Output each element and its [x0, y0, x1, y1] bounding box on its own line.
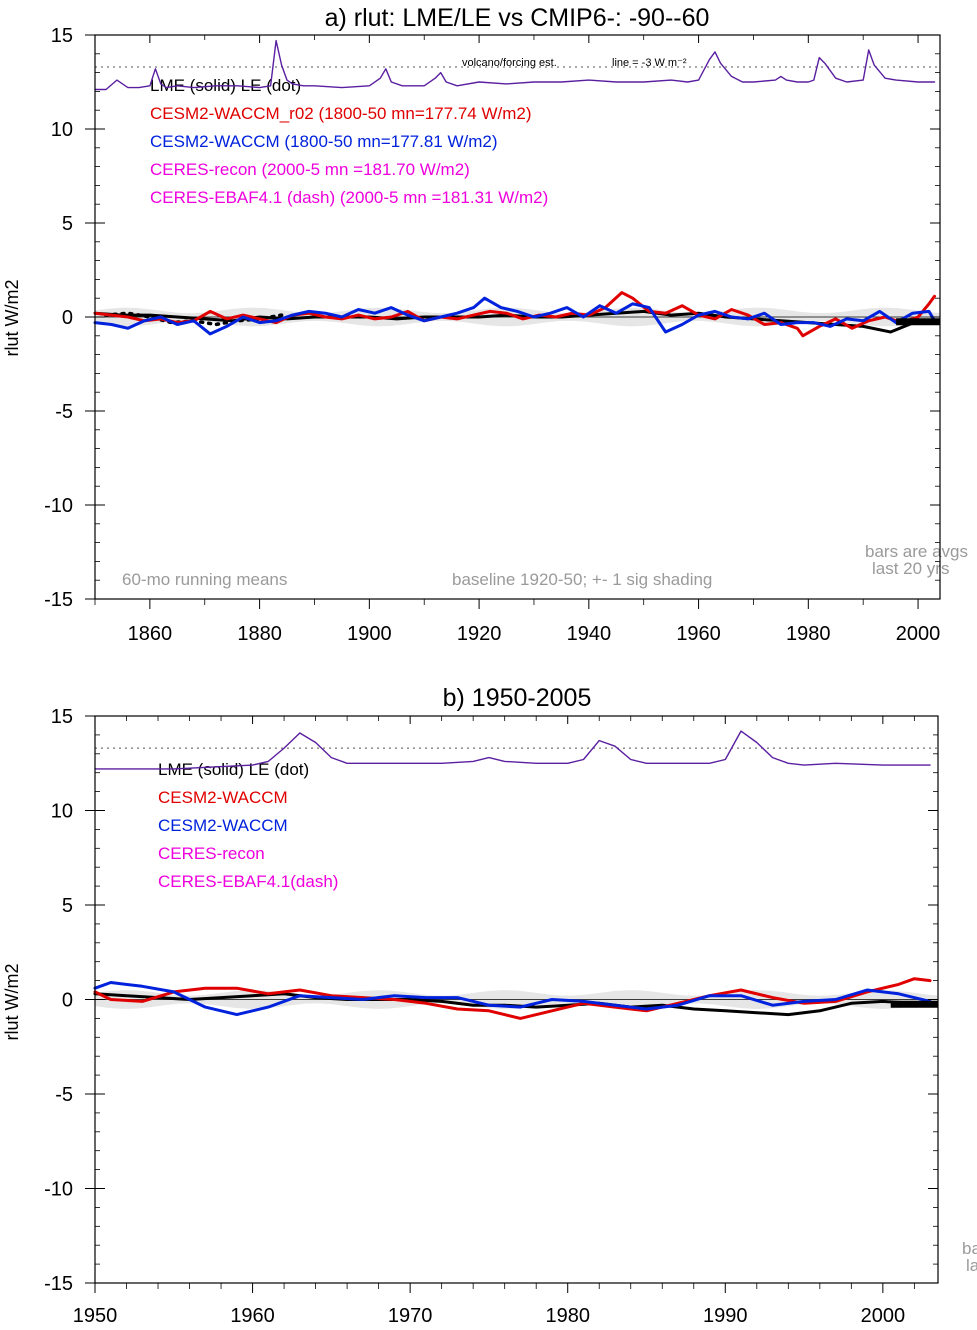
legend-item: CERES-recon	[158, 844, 265, 863]
legend-item: CESM2-WACCM	[158, 816, 288, 835]
x-tick-label: 1970	[388, 1305, 433, 1325]
y-tick-label: -10	[44, 495, 73, 517]
x-tick-label: 2000	[861, 1305, 906, 1325]
panel-b: b) 1950-2005 rlut W/m2 ba la LME (solid)…	[2, 684, 977, 1327]
x-tick-label: 1980	[786, 623, 831, 645]
panel-a-title: a) rlut: LME/LE vs CMIP6-: -90--60	[325, 4, 710, 32]
x-tick-label: 1920	[457, 623, 502, 645]
x-tick-label: 1980	[545, 1305, 590, 1325]
legend-item: LME (solid) LE (dot)	[158, 760, 309, 779]
bars-note-1: bars are avgs	[865, 542, 968, 561]
x-tick-label: 1950	[73, 1305, 118, 1325]
y-tick-label: 0	[62, 307, 73, 329]
x-tick-label: 1940	[567, 623, 612, 645]
series-line-volcano-forcing-est-	[94, 730, 931, 770]
y-tick-label: -10	[44, 1179, 73, 1201]
baseline-label: baseline 1920-50; +- 1 sig shading	[452, 570, 712, 589]
legend-item: CERES-EBAF4.1(dash)	[158, 872, 338, 891]
x-tick-label: 1960	[230, 1305, 275, 1325]
x-tick-label: 1990	[703, 1305, 748, 1325]
x-tick-label: 2000	[896, 623, 941, 645]
legend-item: CESM2-WACCM_r02 (1800-50 mn=177.74 W/m2)	[150, 104, 532, 123]
series-line-cesm2-waccm	[93, 296, 936, 336]
panel-b-legend: LME (solid) LE (dot) CESM2-WACCM CESM2-W…	[158, 760, 338, 891]
x-tick-label: 1880	[237, 623, 282, 645]
y-tick-label: -5	[55, 1084, 73, 1106]
y-tick-label: 5	[62, 895, 73, 917]
line-note-label: line = -3 W m⁻²	[612, 57, 687, 69]
bars-note-2: last 20 yrs	[872, 559, 949, 578]
y-tick-label: -15	[44, 589, 73, 611]
panel-a: a) rlut: LME/LE vs CMIP6-: -90--60 rlut …	[2, 4, 968, 645]
panel-b-ylabel: rlut W/m2	[2, 963, 22, 1040]
legend-item: CESM2-WACCM (1800-50 mn=177.81 W/m2)	[150, 132, 498, 151]
y-tick-label: -15	[44, 1273, 73, 1295]
y-tick-label: 5	[62, 213, 73, 235]
bars-note-2: la	[966, 1256, 977, 1275]
legend-item: CERES-recon (2000-5 mn =181.70 W/m2)	[150, 160, 470, 179]
panel-a-legend: LME (solid) LE (dot) CESM2-WACCM_r02 (18…	[150, 76, 548, 207]
y-tick-label: -5	[55, 401, 73, 423]
y-tick-label: 15	[51, 706, 73, 728]
series-line-cesm2-waccm	[93, 981, 932, 1017]
panel-b-title: b) 1950-2005	[443, 684, 592, 712]
running-mean-label: 60-mo running means	[122, 570, 287, 589]
legend-item: CESM2-WACCM	[158, 788, 288, 807]
y-tick-label: 0	[62, 990, 73, 1012]
legend-item: CERES-EBAF4.1 (dash) (2000-5 mn =181.31 …	[150, 188, 548, 207]
y-tick-label: 15	[51, 25, 73, 47]
panel-a-ylabel: rlut W/m2	[2, 279, 22, 356]
x-tick-label: 1900	[347, 623, 392, 645]
series-line-cesm2-waccm-r02	[93, 977, 932, 1020]
y-tick-label: 10	[51, 119, 73, 141]
bars-note-1: ba	[962, 1239, 977, 1258]
x-tick-label: 1860	[128, 623, 173, 645]
x-tick-label: 1960	[676, 623, 721, 645]
y-tick-label: 10	[51, 801, 73, 823]
series-line-volcano-forcing-est-	[94, 39, 936, 91]
volcano-label: volcano/forcing est.	[462, 57, 557, 69]
